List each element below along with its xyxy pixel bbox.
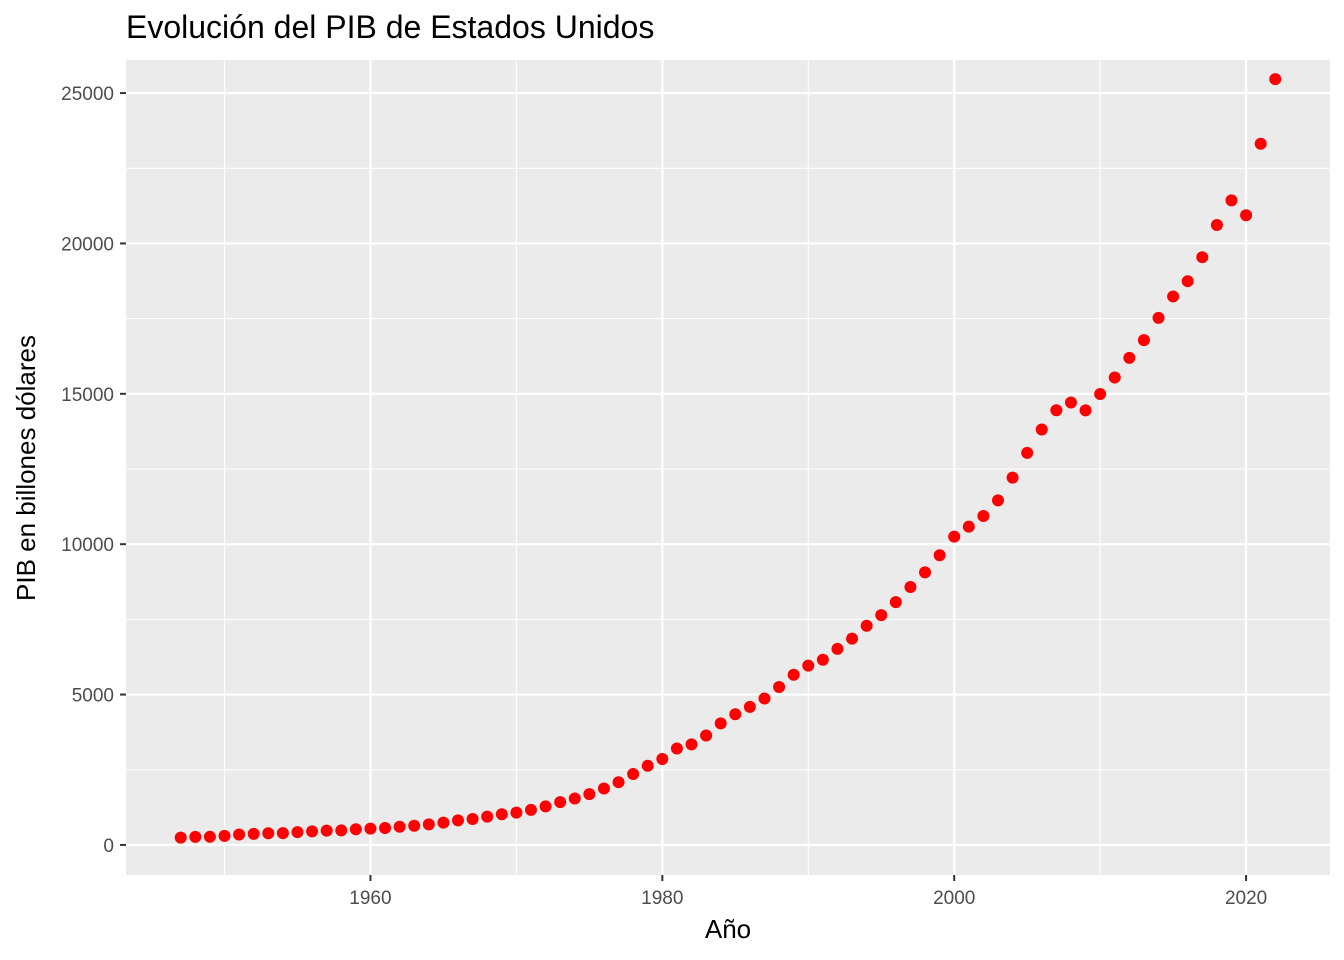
data-point — [1240, 209, 1253, 222]
x-tick-label: 2000 — [933, 888, 975, 909]
data-point — [452, 814, 465, 827]
grid-major — [126, 60, 1330, 875]
data-point — [320, 824, 333, 837]
data-point — [773, 680, 786, 693]
data-point — [1269, 73, 1282, 86]
data-point — [203, 830, 216, 843]
data-point — [597, 782, 610, 795]
data-point — [816, 653, 829, 666]
data-point — [860, 619, 873, 632]
data-point — [627, 768, 640, 781]
data-point — [218, 829, 231, 842]
y-tick-label: 15000 — [61, 385, 114, 406]
data-point — [291, 826, 304, 839]
data-point — [262, 827, 275, 840]
grid-minor — [126, 60, 1330, 875]
x-axis-title: Año — [705, 914, 751, 944]
data-point — [524, 803, 537, 816]
data-point — [393, 820, 406, 833]
x-tick-label: 1980 — [641, 888, 683, 909]
y-tick-label: 10000 — [61, 535, 114, 556]
data-point — [787, 668, 800, 681]
data-point — [349, 823, 362, 836]
x-tick-label: 1960 — [349, 888, 391, 909]
data-point — [379, 822, 392, 835]
data-point — [933, 549, 946, 562]
data-point — [1167, 290, 1180, 303]
data-point — [1079, 404, 1092, 417]
data-point — [510, 806, 523, 819]
data-point — [481, 810, 494, 823]
data-point — [1021, 446, 1034, 459]
data-point — [1254, 137, 1267, 150]
data-point — [1137, 334, 1150, 347]
data-point — [247, 827, 260, 840]
data-point — [568, 792, 581, 805]
data-point — [670, 742, 683, 755]
data-point — [422, 818, 435, 831]
data-point — [700, 729, 713, 742]
data-point — [466, 813, 479, 826]
data-point — [1196, 251, 1209, 264]
chart-title: Evolución del PIB de Estados Unidos — [126, 9, 654, 45]
data-point — [729, 708, 742, 721]
data-point — [656, 753, 669, 766]
y-tick-label: 25000 — [61, 84, 114, 105]
y-axis-title: PIB en billones dólares — [11, 335, 41, 601]
data-point — [495, 808, 508, 821]
data-point — [539, 800, 552, 813]
y-axis: 0 5000 10000 15000 20000 25000 — [61, 84, 126, 857]
x-tick-label: 2020 — [1225, 888, 1267, 909]
data-point — [437, 816, 450, 829]
data-point — [276, 827, 289, 840]
data-point — [948, 530, 961, 543]
data-point — [641, 759, 654, 772]
data-point — [1123, 351, 1136, 364]
y-tick-label: 20000 — [61, 234, 114, 255]
data-point — [306, 825, 319, 838]
data-point — [1035, 423, 1048, 436]
data-point — [1152, 311, 1165, 324]
data-point — [174, 831, 187, 844]
data-point — [685, 738, 698, 751]
data-point — [919, 566, 932, 579]
data-point — [758, 692, 771, 705]
data-point — [1225, 194, 1238, 207]
data-point — [831, 642, 844, 655]
data-point — [1210, 219, 1223, 232]
data-point — [846, 632, 859, 645]
x-axis: 1960 1980 2000 2020 — [349, 875, 1267, 909]
data-point — [1108, 371, 1121, 384]
data-point — [408, 819, 421, 832]
data-point — [364, 822, 377, 835]
data-point — [1050, 404, 1063, 417]
data-points — [174, 73, 1282, 844]
data-point — [904, 580, 917, 593]
data-point — [714, 717, 727, 730]
data-point — [977, 510, 990, 523]
data-point — [1006, 471, 1019, 484]
data-point — [189, 830, 202, 843]
data-point — [889, 596, 902, 609]
data-point — [612, 776, 625, 789]
data-point — [743, 700, 756, 713]
data-point — [335, 824, 348, 837]
data-point — [875, 609, 888, 622]
plot-panel — [126, 60, 1330, 875]
data-point — [962, 520, 975, 533]
data-point — [1064, 396, 1077, 409]
data-point — [802, 659, 815, 672]
y-tick-label: 0 — [103, 836, 114, 857]
data-point — [233, 828, 246, 841]
data-point — [991, 494, 1004, 507]
data-point — [554, 796, 567, 809]
data-point — [1181, 275, 1194, 288]
y-tick-label: 5000 — [72, 686, 114, 707]
data-point — [1094, 388, 1107, 401]
data-point — [583, 788, 596, 801]
